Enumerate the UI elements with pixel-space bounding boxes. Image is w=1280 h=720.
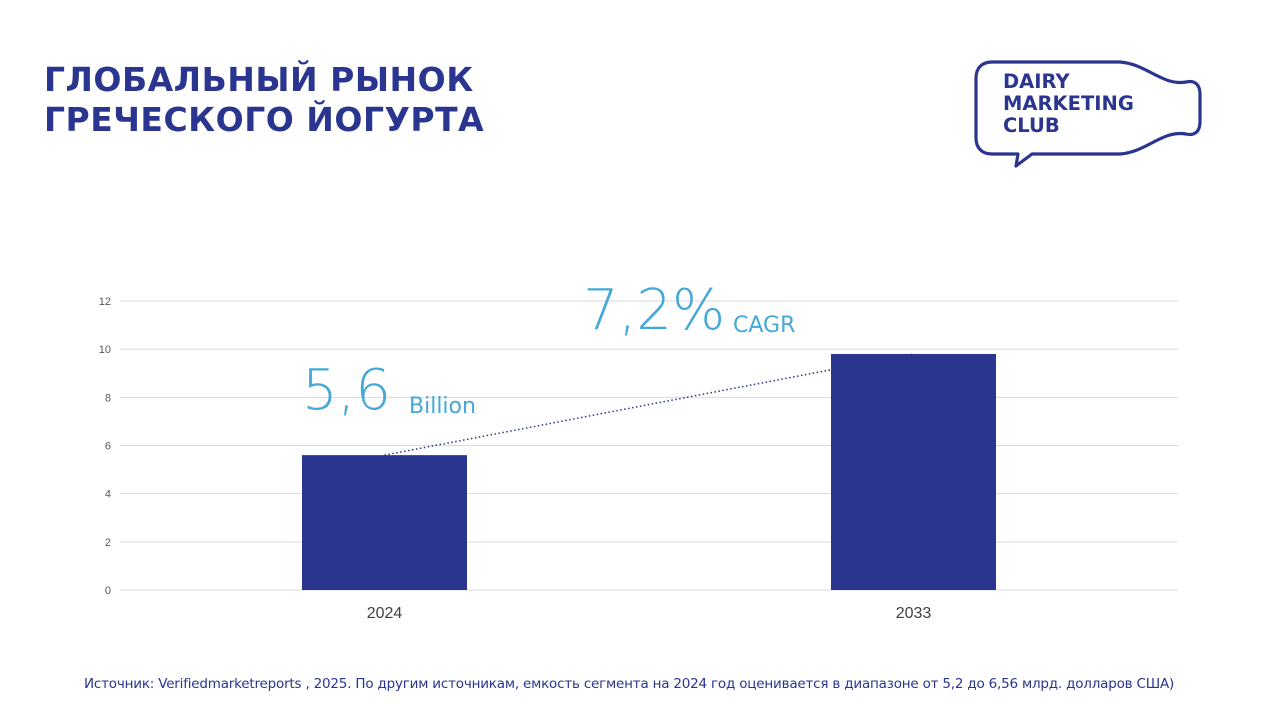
cagr-annotation-label: CAGR — [733, 313, 796, 338]
bar — [302, 455, 467, 590]
logo-text: DAIRY MARKETING CLUB — [1003, 71, 1134, 137]
y-tick-label: 6 — [105, 441, 111, 453]
value-annotation-number: 5,6 — [302, 358, 392, 423]
logo-line-2: MARKETING — [1003, 92, 1134, 115]
y-tick-label: 4 — [105, 489, 111, 501]
slide-title-line-2: ГРЕЧЕСКОГО ЙОГУРТА — [44, 100, 485, 139]
trend-line — [384, 353, 914, 456]
bar — [831, 353, 996, 590]
y-tick-label: 12 — [99, 296, 111, 308]
y-tick-label: 2 — [105, 537, 111, 549]
slide-title: ГЛОБАЛЬНЫЙ РЫНОК ГРЕЧЕСКОГО ЙОГУРТА — [44, 60, 484, 140]
dairy-marketing-club-logo — [974, 60, 1202, 168]
y-tick-label: 10 — [99, 344, 111, 356]
y-tick-label: 0 — [105, 585, 111, 597]
source-note: Источник: Verifiedmarketreports , 2025. … — [84, 676, 1175, 692]
cagr-annotation-number: 7,2% — [583, 278, 726, 343]
logo-line-1: DAIRY — [1003, 70, 1070, 93]
value-annotation-unit: Billion — [409, 394, 476, 419]
slide-title-line-1: ГЛОБАЛЬНЫЙ РЫНОК — [44, 60, 474, 99]
y-tick-label: 8 — [105, 392, 111, 404]
x-tick-label: 2024 — [367, 605, 403, 622]
logo-line-3: CLUB — [1003, 114, 1060, 137]
x-tick-label: 2033 — [896, 605, 932, 622]
